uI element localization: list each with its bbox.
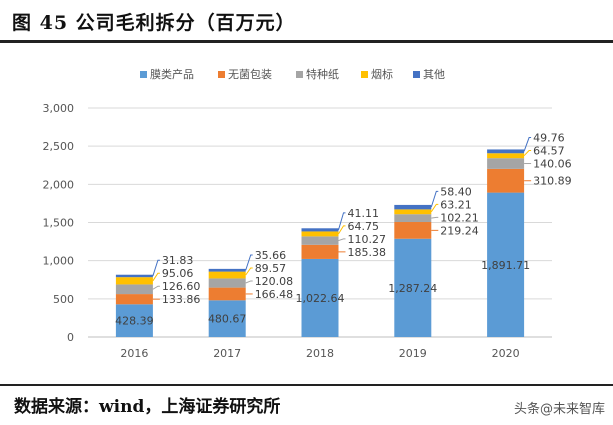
- bar-segment: [394, 204, 432, 210]
- bar-segment: [301, 231, 339, 237]
- bar-segment: [487, 149, 525, 154]
- bar-segment: [394, 209, 432, 215]
- bar-segment: [394, 214, 432, 223]
- y-tick-label: 1,500: [43, 217, 75, 230]
- data-label: 126.60: [162, 280, 201, 293]
- data-label: 63.21: [440, 198, 472, 211]
- legend-label: 其他: [423, 68, 445, 81]
- data-label: 1,022.64: [296, 292, 345, 305]
- label-leader-line: [523, 150, 532, 157]
- legend-label: 特种纸: [306, 67, 339, 81]
- figure-title: 图 45 公司毛利拆分（百万元）: [12, 12, 296, 34]
- y-tick-label: 2,000: [43, 178, 75, 191]
- bar-segment: [208, 287, 246, 301]
- label-leader-line: [152, 259, 160, 277]
- bar-segment: [115, 304, 153, 337]
- legend-label: 烟标: [371, 67, 393, 81]
- legend-swatch: [218, 71, 225, 78]
- bar-segment: [115, 277, 153, 285]
- x-tick-label: 2020: [492, 347, 520, 360]
- legend-swatch: [296, 71, 303, 78]
- bar-segment: [394, 238, 432, 337]
- data-label: 219.24: [440, 224, 479, 237]
- legend-swatch: [140, 71, 147, 78]
- data-label: 310.89: [533, 175, 572, 188]
- data-label: 49.76: [533, 132, 565, 145]
- bar-segment: [208, 278, 246, 288]
- data-label: 120.08: [255, 275, 294, 288]
- bar-segment: [301, 258, 339, 337]
- data-label: 41.11: [348, 207, 380, 220]
- label-leader-line: [152, 272, 160, 282]
- legend-label: 膜类产品: [150, 67, 194, 81]
- data-label: 35.66: [255, 249, 287, 262]
- bar-segment: [487, 153, 525, 159]
- legend-swatch: [413, 71, 420, 78]
- label-leader-line: [430, 203, 439, 213]
- data-label: 1,891.71: [481, 259, 530, 272]
- data-label: 89.57: [255, 262, 287, 275]
- bar-segment: [115, 294, 153, 305]
- label-leader-line: [338, 212, 346, 231]
- data-label: 140.06: [533, 158, 572, 171]
- data-source: 数据来源：wind，上海证券研究所: [14, 397, 281, 417]
- bar-segment: [115, 274, 153, 278]
- x-tick-label: 2016: [120, 347, 148, 360]
- legend-swatch: [361, 71, 368, 78]
- data-label: 480.67: [208, 313, 247, 326]
- label-leader-line: [245, 254, 253, 271]
- data-label: 185.38: [348, 246, 387, 259]
- bar-segment: [487, 168, 525, 193]
- data-label: 133.86: [162, 293, 201, 306]
- label-leader-line: [338, 225, 346, 235]
- data-label: 64.75: [348, 220, 380, 233]
- label-leader-line: [430, 190, 439, 208]
- label-leader-line: [431, 216, 439, 219]
- label-leader-line: [338, 238, 346, 242]
- y-tick-label: 500: [53, 293, 74, 306]
- label-leader-line: [245, 267, 253, 276]
- title-divider: [0, 40, 613, 43]
- footer-divider: [0, 384, 613, 386]
- stacked-bar-chart: 0 500 1,000 1,500 2,000 2,500 3,000 2016 428.39 1…: [43, 67, 572, 360]
- x-tick-label: 2018: [306, 347, 334, 360]
- data-label: 1,287.24: [388, 282, 437, 295]
- watermark: 头条@未来智库: [513, 402, 605, 417]
- bar-segment: [301, 228, 339, 232]
- data-label: 166.48: [255, 288, 294, 301]
- y-tick-label: 0: [67, 331, 74, 344]
- label-leader-line: [152, 285, 160, 290]
- bar-segment: [487, 192, 525, 337]
- data-label: 64.57: [533, 145, 565, 158]
- bar-segment: [208, 300, 246, 337]
- data-label: 102.21: [440, 211, 479, 224]
- bar-segment: [487, 158, 525, 169]
- bar-segment: [301, 236, 339, 245]
- label-leader-line: [523, 137, 532, 152]
- data-label: 95.06: [162, 267, 194, 280]
- bar-segment: [394, 222, 432, 239]
- bar-segment: [208, 268, 246, 272]
- legend-label: 无菌包装: [228, 68, 272, 81]
- data-label: 31.83: [162, 254, 194, 267]
- x-tick-label: 2017: [213, 347, 241, 360]
- x-tick-label: 2019: [399, 347, 427, 360]
- data-label: 428.39: [115, 315, 154, 328]
- y-tick-label: 2,500: [43, 140, 75, 153]
- data-label: 110.27: [348, 233, 387, 246]
- bar-segment: [115, 284, 153, 295]
- data-label: 58.40: [440, 185, 472, 198]
- label-leader-line: [245, 280, 253, 284]
- bar-segment: [301, 244, 339, 259]
- y-tick-label: 1,000: [43, 255, 75, 268]
- y-tick-label: 3,000: [43, 102, 75, 115]
- bar-segment: [208, 271, 246, 279]
